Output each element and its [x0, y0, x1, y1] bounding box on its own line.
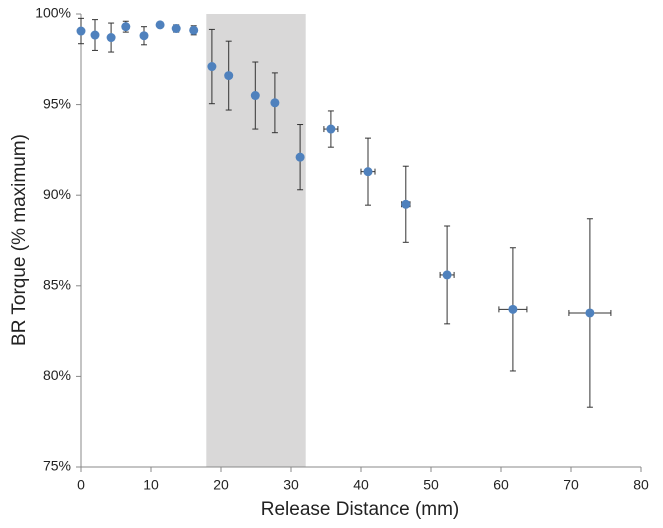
point — [401, 199, 411, 209]
x-tick-label: 70 — [563, 477, 579, 493]
x-axis-title: Release Distance (mm) — [261, 499, 460, 520]
point — [76, 26, 86, 36]
x-tick-label: 10 — [143, 477, 159, 493]
shaded-region — [206, 14, 306, 467]
y-tick-label: 95% — [43, 95, 71, 111]
y-tick-label: 80% — [43, 367, 71, 383]
point — [90, 30, 100, 40]
x-tick-label: 30 — [283, 477, 299, 493]
point — [508, 304, 518, 314]
point — [155, 20, 165, 30]
y-tick-label: 100% — [35, 5, 71, 21]
point — [106, 33, 116, 43]
point — [442, 270, 452, 280]
point — [363, 167, 373, 177]
point — [171, 23, 181, 33]
point — [585, 308, 595, 318]
point — [326, 124, 336, 134]
point — [250, 91, 260, 101]
point — [224, 71, 234, 81]
y-axis-title: BR Torque (% maximum) — [9, 134, 30, 346]
y-tick-label: 90% — [43, 186, 71, 202]
x-tick-label: 0 — [77, 477, 85, 493]
x-tick-label: 40 — [353, 477, 369, 493]
x-tick-label: 80 — [633, 477, 649, 493]
point — [121, 22, 131, 32]
x-tick-label: 50 — [423, 477, 439, 493]
point — [295, 152, 305, 162]
x-tick-label: 20 — [213, 477, 229, 493]
point — [189, 25, 199, 35]
point — [207, 62, 217, 72]
x-tick-label: 60 — [493, 477, 509, 493]
y-tick-label: 85% — [43, 277, 71, 293]
y-tick-label: 75% — [43, 458, 71, 474]
point — [139, 31, 149, 41]
point — [270, 98, 280, 108]
